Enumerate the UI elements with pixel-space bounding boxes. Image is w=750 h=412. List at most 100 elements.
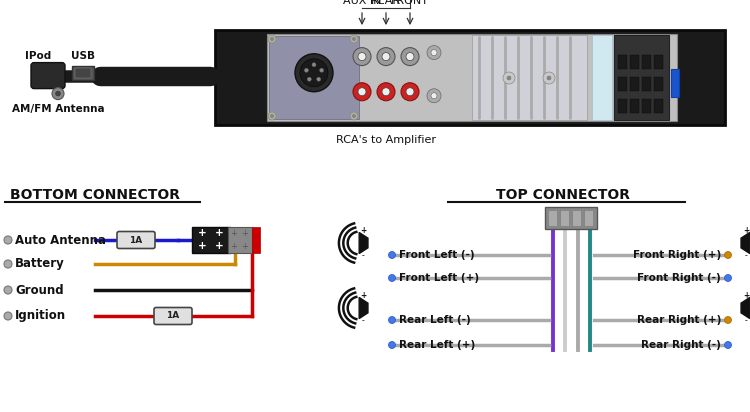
- Circle shape: [724, 274, 731, 281]
- Bar: [269, 36, 359, 119]
- Bar: [642, 77, 651, 91]
- Text: Battery: Battery: [15, 258, 64, 271]
- Bar: [618, 77, 627, 91]
- Text: +: +: [214, 228, 223, 238]
- Circle shape: [295, 54, 333, 92]
- Text: RCA's to Amplifier: RCA's to Amplifier: [336, 135, 436, 145]
- Circle shape: [4, 286, 12, 294]
- Text: FRONT: FRONT: [391, 0, 429, 6]
- Text: Rear Left (-): Rear Left (-): [399, 315, 471, 325]
- Text: TOP CONNECTOR: TOP CONNECTOR: [496, 188, 630, 202]
- Text: Auto Antenna: Auto Antenna: [15, 234, 106, 246]
- Text: Ground: Ground: [15, 283, 64, 297]
- Circle shape: [507, 76, 511, 80]
- Circle shape: [724, 342, 731, 349]
- Circle shape: [358, 88, 366, 96]
- Circle shape: [382, 88, 390, 96]
- Circle shape: [406, 88, 414, 96]
- Text: -: -: [362, 251, 364, 260]
- Circle shape: [316, 77, 321, 81]
- Circle shape: [271, 115, 274, 117]
- Circle shape: [388, 316, 395, 323]
- Text: Front Right (-): Front Right (-): [638, 273, 721, 283]
- Circle shape: [388, 274, 395, 281]
- Text: +: +: [230, 229, 238, 237]
- Text: Front Left (-): Front Left (-): [399, 250, 475, 260]
- Circle shape: [268, 35, 276, 43]
- Text: +: +: [242, 229, 248, 237]
- Circle shape: [382, 53, 390, 61]
- Bar: [75, 68, 91, 77]
- Circle shape: [543, 72, 555, 84]
- Bar: [614, 35, 669, 120]
- Circle shape: [401, 83, 419, 101]
- Circle shape: [56, 91, 61, 96]
- Circle shape: [4, 312, 12, 320]
- Bar: [671, 69, 679, 97]
- Circle shape: [388, 342, 395, 349]
- Circle shape: [352, 37, 356, 40]
- Text: -: -: [362, 316, 364, 325]
- Bar: [560, 210, 569, 226]
- Bar: [630, 55, 639, 69]
- Text: +: +: [242, 241, 248, 250]
- Text: Rear Left (+): Rear Left (+): [399, 340, 476, 350]
- Circle shape: [406, 53, 414, 61]
- Bar: [642, 55, 651, 69]
- Circle shape: [52, 88, 64, 100]
- Text: AM/FM Antenna: AM/FM Antenna: [12, 103, 104, 114]
- Bar: [630, 77, 639, 91]
- FancyBboxPatch shape: [154, 307, 192, 325]
- Polygon shape: [359, 232, 368, 253]
- Text: 1A: 1A: [129, 236, 142, 244]
- Circle shape: [358, 53, 366, 61]
- Text: 1A: 1A: [166, 311, 180, 321]
- Circle shape: [304, 68, 308, 72]
- Circle shape: [350, 35, 358, 43]
- Bar: [267, 34, 677, 121]
- Bar: [252, 227, 260, 253]
- Circle shape: [4, 260, 12, 268]
- Circle shape: [431, 93, 437, 99]
- Circle shape: [388, 251, 395, 258]
- Circle shape: [547, 76, 551, 80]
- Polygon shape: [359, 297, 368, 318]
- Bar: [548, 210, 557, 226]
- Text: +: +: [743, 226, 749, 235]
- Text: Front Left (+): Front Left (+): [399, 273, 479, 283]
- Text: Rear Right (-): Rear Right (-): [641, 340, 721, 350]
- Bar: [572, 210, 581, 226]
- Circle shape: [724, 251, 731, 258]
- Circle shape: [312, 63, 316, 67]
- Polygon shape: [741, 232, 750, 253]
- Text: USB: USB: [71, 51, 95, 61]
- Circle shape: [353, 83, 371, 101]
- Circle shape: [427, 89, 441, 103]
- Circle shape: [503, 72, 515, 84]
- Bar: [654, 77, 663, 91]
- Text: Front Right (+): Front Right (+): [633, 250, 721, 260]
- Bar: [618, 99, 627, 113]
- Text: +: +: [360, 226, 366, 235]
- Circle shape: [300, 59, 328, 87]
- Text: Rear Right (+): Rear Right (+): [637, 315, 721, 325]
- Text: +: +: [360, 291, 366, 300]
- Text: Ignition: Ignition: [15, 309, 66, 323]
- Bar: [72, 66, 94, 80]
- Text: -: -: [745, 316, 748, 325]
- Text: BOTTOM CONNECTOR: BOTTOM CONNECTOR: [10, 188, 180, 202]
- Circle shape: [427, 46, 441, 60]
- Circle shape: [353, 48, 371, 66]
- Circle shape: [308, 77, 311, 81]
- Bar: [618, 55, 627, 69]
- Bar: [630, 99, 639, 113]
- Circle shape: [352, 115, 356, 117]
- Bar: [592, 35, 612, 120]
- Bar: [584, 210, 593, 226]
- Text: +: +: [214, 241, 223, 251]
- Circle shape: [268, 112, 276, 120]
- Text: REAR: REAR: [371, 0, 401, 6]
- Text: -: -: [745, 251, 748, 260]
- FancyBboxPatch shape: [117, 232, 155, 248]
- Text: +: +: [198, 228, 206, 238]
